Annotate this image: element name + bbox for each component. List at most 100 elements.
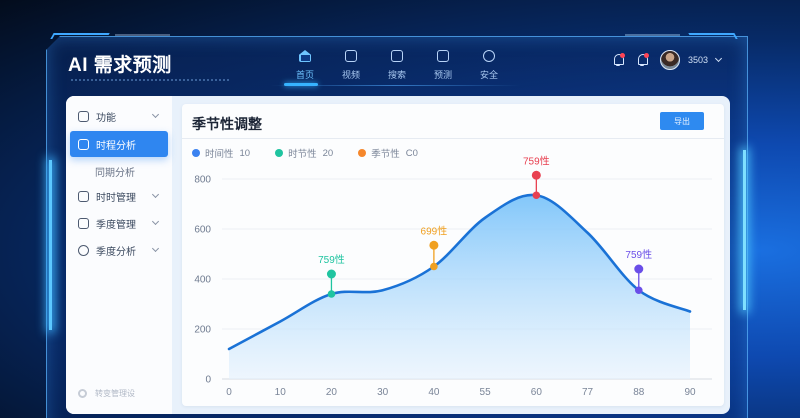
- chevron-down-icon: [151, 244, 160, 253]
- legend-value: C0: [405, 147, 418, 159]
- x-tick-label: 10: [275, 387, 287, 398]
- area-chart: 0 200 400 600 800 0 10 20 30 40 55 60 77 88 90 759性 699性…: [194, 154, 712, 398]
- calendar-icon: [78, 190, 89, 202]
- gear-icon: [78, 389, 87, 398]
- annotation-marker[interactable]: 759性: [318, 253, 345, 298]
- monitor-icon: [345, 50, 357, 62]
- alert-button[interactable]: [636, 53, 649, 67]
- clock-icon: [483, 50, 495, 62]
- legend-item[interactable]: 时节性 20: [275, 146, 333, 160]
- home-icon: [78, 110, 89, 122]
- sidebar-item-period-analysis[interactable]: 同期分析: [70, 158, 168, 184]
- nav-item-label: 搜索: [387, 70, 406, 80]
- x-tick-label: 40: [428, 387, 440, 398]
- nav-active-indicator: [284, 83, 318, 86]
- legend-dot-icon: [275, 149, 284, 157]
- legend-item[interactable]: 时间性 10: [192, 146, 250, 160]
- legend-value: 20: [322, 147, 334, 159]
- area-fill: [229, 194, 690, 379]
- sidebar-footer-settings[interactable]: 转变管理设: [78, 388, 135, 399]
- export-button[interactable]: 导出: [660, 112, 704, 130]
- annotation-label: 759性: [523, 154, 550, 167]
- frame-glow: [743, 150, 746, 310]
- y-tick-label: 200: [194, 325, 211, 336]
- home-icon: [299, 50, 311, 62]
- nav-item-home[interactable]: 首页: [282, 50, 328, 81]
- chart-legend: 时间性 10 时节性 20 季节性 C0: [192, 146, 443, 160]
- legend-item[interactable]: 季节性 C0: [358, 146, 418, 160]
- sidebar-item-features[interactable]: 功能: [70, 103, 168, 129]
- x-tick-label: 20: [326, 387, 338, 398]
- frame-glow: [49, 160, 52, 330]
- nav-divider: [270, 85, 520, 86]
- annotation-label: 759性: [318, 253, 345, 266]
- sidebar-item-quarter-analysis[interactable]: 季度分析: [70, 237, 168, 263]
- frame-decoration: [625, 34, 680, 36]
- legend-label: 季节性: [371, 149, 400, 160]
- chart-card: 季节性调整 导出 时间性 10 时节性 20 季节性 C0 0 200 400 600…: [182, 104, 724, 406]
- top-nav: 首页 视频 搜索 预测 安全: [282, 50, 512, 81]
- divider: [182, 138, 724, 139]
- title-decoration: [70, 78, 230, 82]
- chevron-down-icon[interactable]: [714, 54, 723, 63]
- sidebar-item-timeline-analysis[interactable]: 时程分析: [70, 131, 168, 157]
- notification-badge: [644, 53, 649, 58]
- notification-badge: [620, 53, 625, 58]
- x-tick-label: 90: [684, 387, 696, 398]
- main-panel: 功能 时程分析 同期分析 时时管理 季度管理 季度分析 转变管理设: [66, 96, 730, 414]
- sidebar-item-label: 功能: [96, 112, 116, 124]
- target-icon: [78, 244, 89, 256]
- nav-item-label: 预测: [433, 70, 452, 80]
- frame-decoration: [688, 33, 738, 39]
- legend-dot-icon: [192, 149, 200, 157]
- y-tick-label: 600: [194, 225, 211, 236]
- panel-icon: [78, 217, 89, 229]
- annotation-marker[interactable]: 699性: [421, 224, 448, 271]
- nav-item-forecast[interactable]: 预测: [420, 50, 466, 81]
- nav-item-label: 视频: [341, 70, 360, 80]
- annotation-marker[interactable]: 759性: [523, 154, 550, 200]
- nav-item-video[interactable]: 视频: [328, 50, 374, 81]
- chevron-down-icon: [151, 190, 160, 199]
- nav-item-label: 安全: [479, 70, 498, 80]
- sidebar: 功能 时程分析 同期分析 时时管理 季度管理 季度分析 转变管理设: [66, 96, 172, 414]
- sidebar-item-label: 同期分析: [95, 167, 135, 179]
- nav-item-security[interactable]: 安全: [466, 50, 512, 81]
- legend-label: 时节性: [288, 149, 317, 160]
- sidebar-item-label: 时时管理: [96, 192, 136, 204]
- x-tick-label: 77: [582, 387, 594, 398]
- x-tick-label: 30: [377, 387, 389, 398]
- x-tick-label: 60: [531, 387, 543, 398]
- chevron-down-icon: [151, 110, 160, 119]
- panel-icon: [78, 138, 89, 150]
- nav-item-search[interactable]: 搜索: [374, 50, 420, 81]
- sidebar-footer-label: 转变管理设: [95, 389, 135, 398]
- card-title: 季节性调整: [192, 116, 262, 132]
- frame-decoration: [50, 33, 110, 39]
- y-tick-label: 0: [205, 375, 211, 386]
- search-doc-icon: [391, 50, 403, 62]
- notification-button[interactable]: [612, 53, 625, 67]
- legend-value: 10: [239, 147, 251, 159]
- sidebar-item-label: 季度管理: [96, 219, 136, 231]
- legend-label: 时间性: [205, 149, 234, 160]
- app-title: AI 需求预测: [68, 55, 172, 76]
- frame-decoration: [115, 34, 170, 36]
- username[interactable]: 3503: [688, 55, 709, 65]
- legend-dot-icon: [358, 149, 367, 157]
- nav-item-label: 首页: [295, 70, 314, 80]
- x-tick-label: 88: [633, 387, 645, 398]
- annotation-marker[interactable]: 759性: [625, 248, 652, 295]
- annotation-label: 699性: [421, 224, 448, 237]
- sidebar-item-realtime-management[interactable]: 时时管理: [70, 183, 168, 209]
- header-actions: 3503: [612, 50, 723, 70]
- sidebar-item-quarter-management[interactable]: 季度管理: [70, 210, 168, 236]
- y-tick-label: 400: [194, 275, 211, 286]
- series-line: [227, 193, 692, 351]
- chevron-down-icon: [151, 217, 160, 226]
- sidebar-item-label: 季度分析: [96, 246, 136, 258]
- x-tick-label: 0: [226, 387, 232, 398]
- device-icon: [437, 50, 449, 62]
- y-tick-label: 800: [194, 175, 211, 186]
- avatar[interactable]: [660, 50, 680, 70]
